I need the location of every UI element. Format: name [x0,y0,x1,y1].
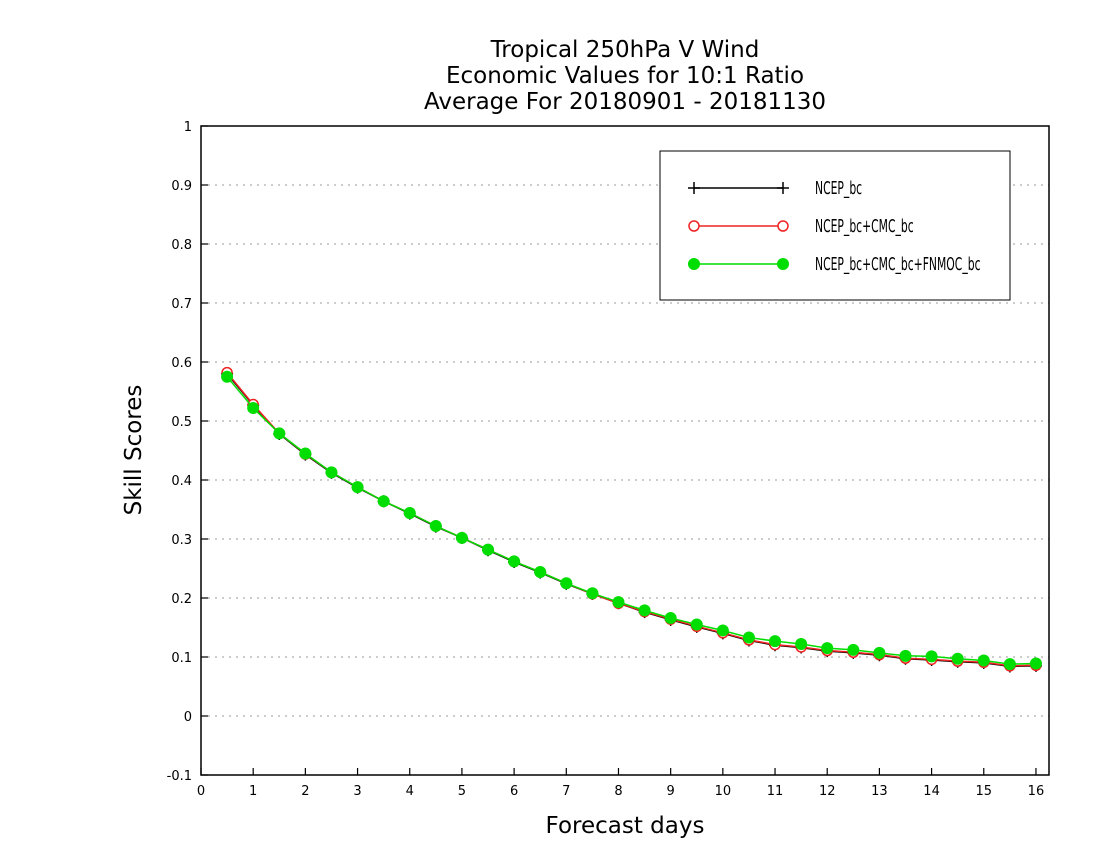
filled-circle-marker [1003,658,1016,671]
filled-circle-marker [403,507,416,520]
filled-circle-marker [899,649,912,662]
filled-circle-marker [873,646,886,659]
y-tick-label: 0.1 [171,651,192,666]
x-tick-label: 9 [667,784,675,799]
x-tick-label: 4 [406,784,414,799]
filled-circle-marker [690,618,703,631]
x-tick-label: 0 [197,784,205,799]
filled-circle-marker [560,577,573,590]
legend-label: NCEP_bc [815,178,862,199]
filled-circle-marker [742,631,755,644]
y-tick-label: 0.4 [171,474,192,489]
filled-circle-marker [777,258,789,270]
chart-title-line-2: Economic Values for 10:1 Ratio [445,63,805,89]
series-layer [221,366,1042,673]
filled-circle-marker [534,566,547,579]
filled-circle-marker [688,258,700,270]
filled-circle-marker [1029,657,1042,670]
open-circle-marker [777,220,789,232]
legend: NCEP_bc NCEP_bc+CMC_bc NCEP_bc+CMC_bc+FNMO… [659,150,1011,301]
axis-ticks: -0.100.10.20.30.40.50.60.70.80.910 1 2 3 4 5 6… [167,120,1045,799]
plus-marker [777,182,789,194]
x-tick-label: 5 [458,784,466,799]
filled-circle-marker [325,466,338,479]
x-tick-label: 14 [923,784,940,799]
x-tick-label: 6 [510,784,518,799]
x-tick-label: 10 [715,784,732,799]
y-tick-label: 0.6 [171,356,192,371]
filled-circle-marker [429,520,442,533]
filled-circle-marker [769,635,782,648]
filled-circle-marker [377,495,390,508]
filled-circle-marker [977,654,990,667]
y-tick-label: 0.5 [171,415,192,430]
x-tick-label: 3 [353,784,361,799]
filled-circle-marker [482,543,495,556]
filled-circle-marker [664,612,677,625]
filled-circle-marker [221,370,234,383]
filled-circle-marker [299,447,312,460]
series-3 [221,370,1042,671]
filled-circle-marker [847,643,860,656]
x-tick-label: 13 [871,784,888,799]
filled-circle-marker [273,427,286,440]
filled-circle-marker [925,650,938,663]
legend-label: NCEP_bc+CMC_bc [815,216,914,237]
y-axis-label: Skill Scores [121,385,147,516]
legend-entry-3: NCEP_bc+CMC_bc+FNMOC_bc [688,254,981,275]
filled-circle-marker [455,531,468,544]
plus-marker [688,182,700,194]
x-tick-label: 11 [767,784,784,799]
chart-title-line-3: Average For 20180901 - 20181130 [423,89,827,115]
filled-circle-marker [716,624,729,637]
filled-circle-marker [247,402,260,415]
y-tick-label: 0.8 [171,238,192,253]
x-tick-label: 1 [249,784,257,799]
y-tick-label: 0.7 [171,297,192,312]
series-2 [221,366,1042,672]
x-tick-label: 7 [562,784,570,799]
x-tick-label: 15 [975,784,992,799]
filled-circle-marker [351,481,364,494]
filled-circle-marker [951,652,964,665]
series-1 [221,367,1042,673]
y-tick-label: 0.9 [171,179,192,194]
legend-label: NCEP_bc+CMC_bc+FNMOC_bc [815,254,981,275]
legend-entry-1: NCEP_bc [688,178,862,199]
series-line [226,372,1037,667]
filled-circle-marker [821,642,834,655]
filled-circle-marker [638,604,651,617]
x-axis-label: Forecast days [546,813,705,839]
x-tick-label: 8 [614,784,622,799]
series-line [226,376,1037,665]
y-tick-label: -0.1 [167,769,192,784]
y-tick-label: 1 [184,120,192,135]
plot-frame [200,125,1050,776]
filled-circle-marker [508,555,521,568]
chart-title-line-1: Tropical 250hPa V Wind [490,37,760,63]
filled-circle-marker [586,587,599,600]
y-tick-label: 0.2 [171,592,192,607]
y-tick-label: 0.3 [171,533,192,548]
legend-entry-2: NCEP_bc+CMC_bc [688,216,914,237]
filled-circle-marker [612,596,625,609]
y-tick-label: 0 [184,710,192,725]
x-tick-label: 2 [301,784,309,799]
grid-lines [201,184,1049,717]
filled-circle-marker [795,638,808,651]
x-tick-label: 12 [819,784,836,799]
series-line [226,373,1037,668]
open-circle-marker [688,220,700,232]
x-tick-label: 16 [1028,784,1045,799]
